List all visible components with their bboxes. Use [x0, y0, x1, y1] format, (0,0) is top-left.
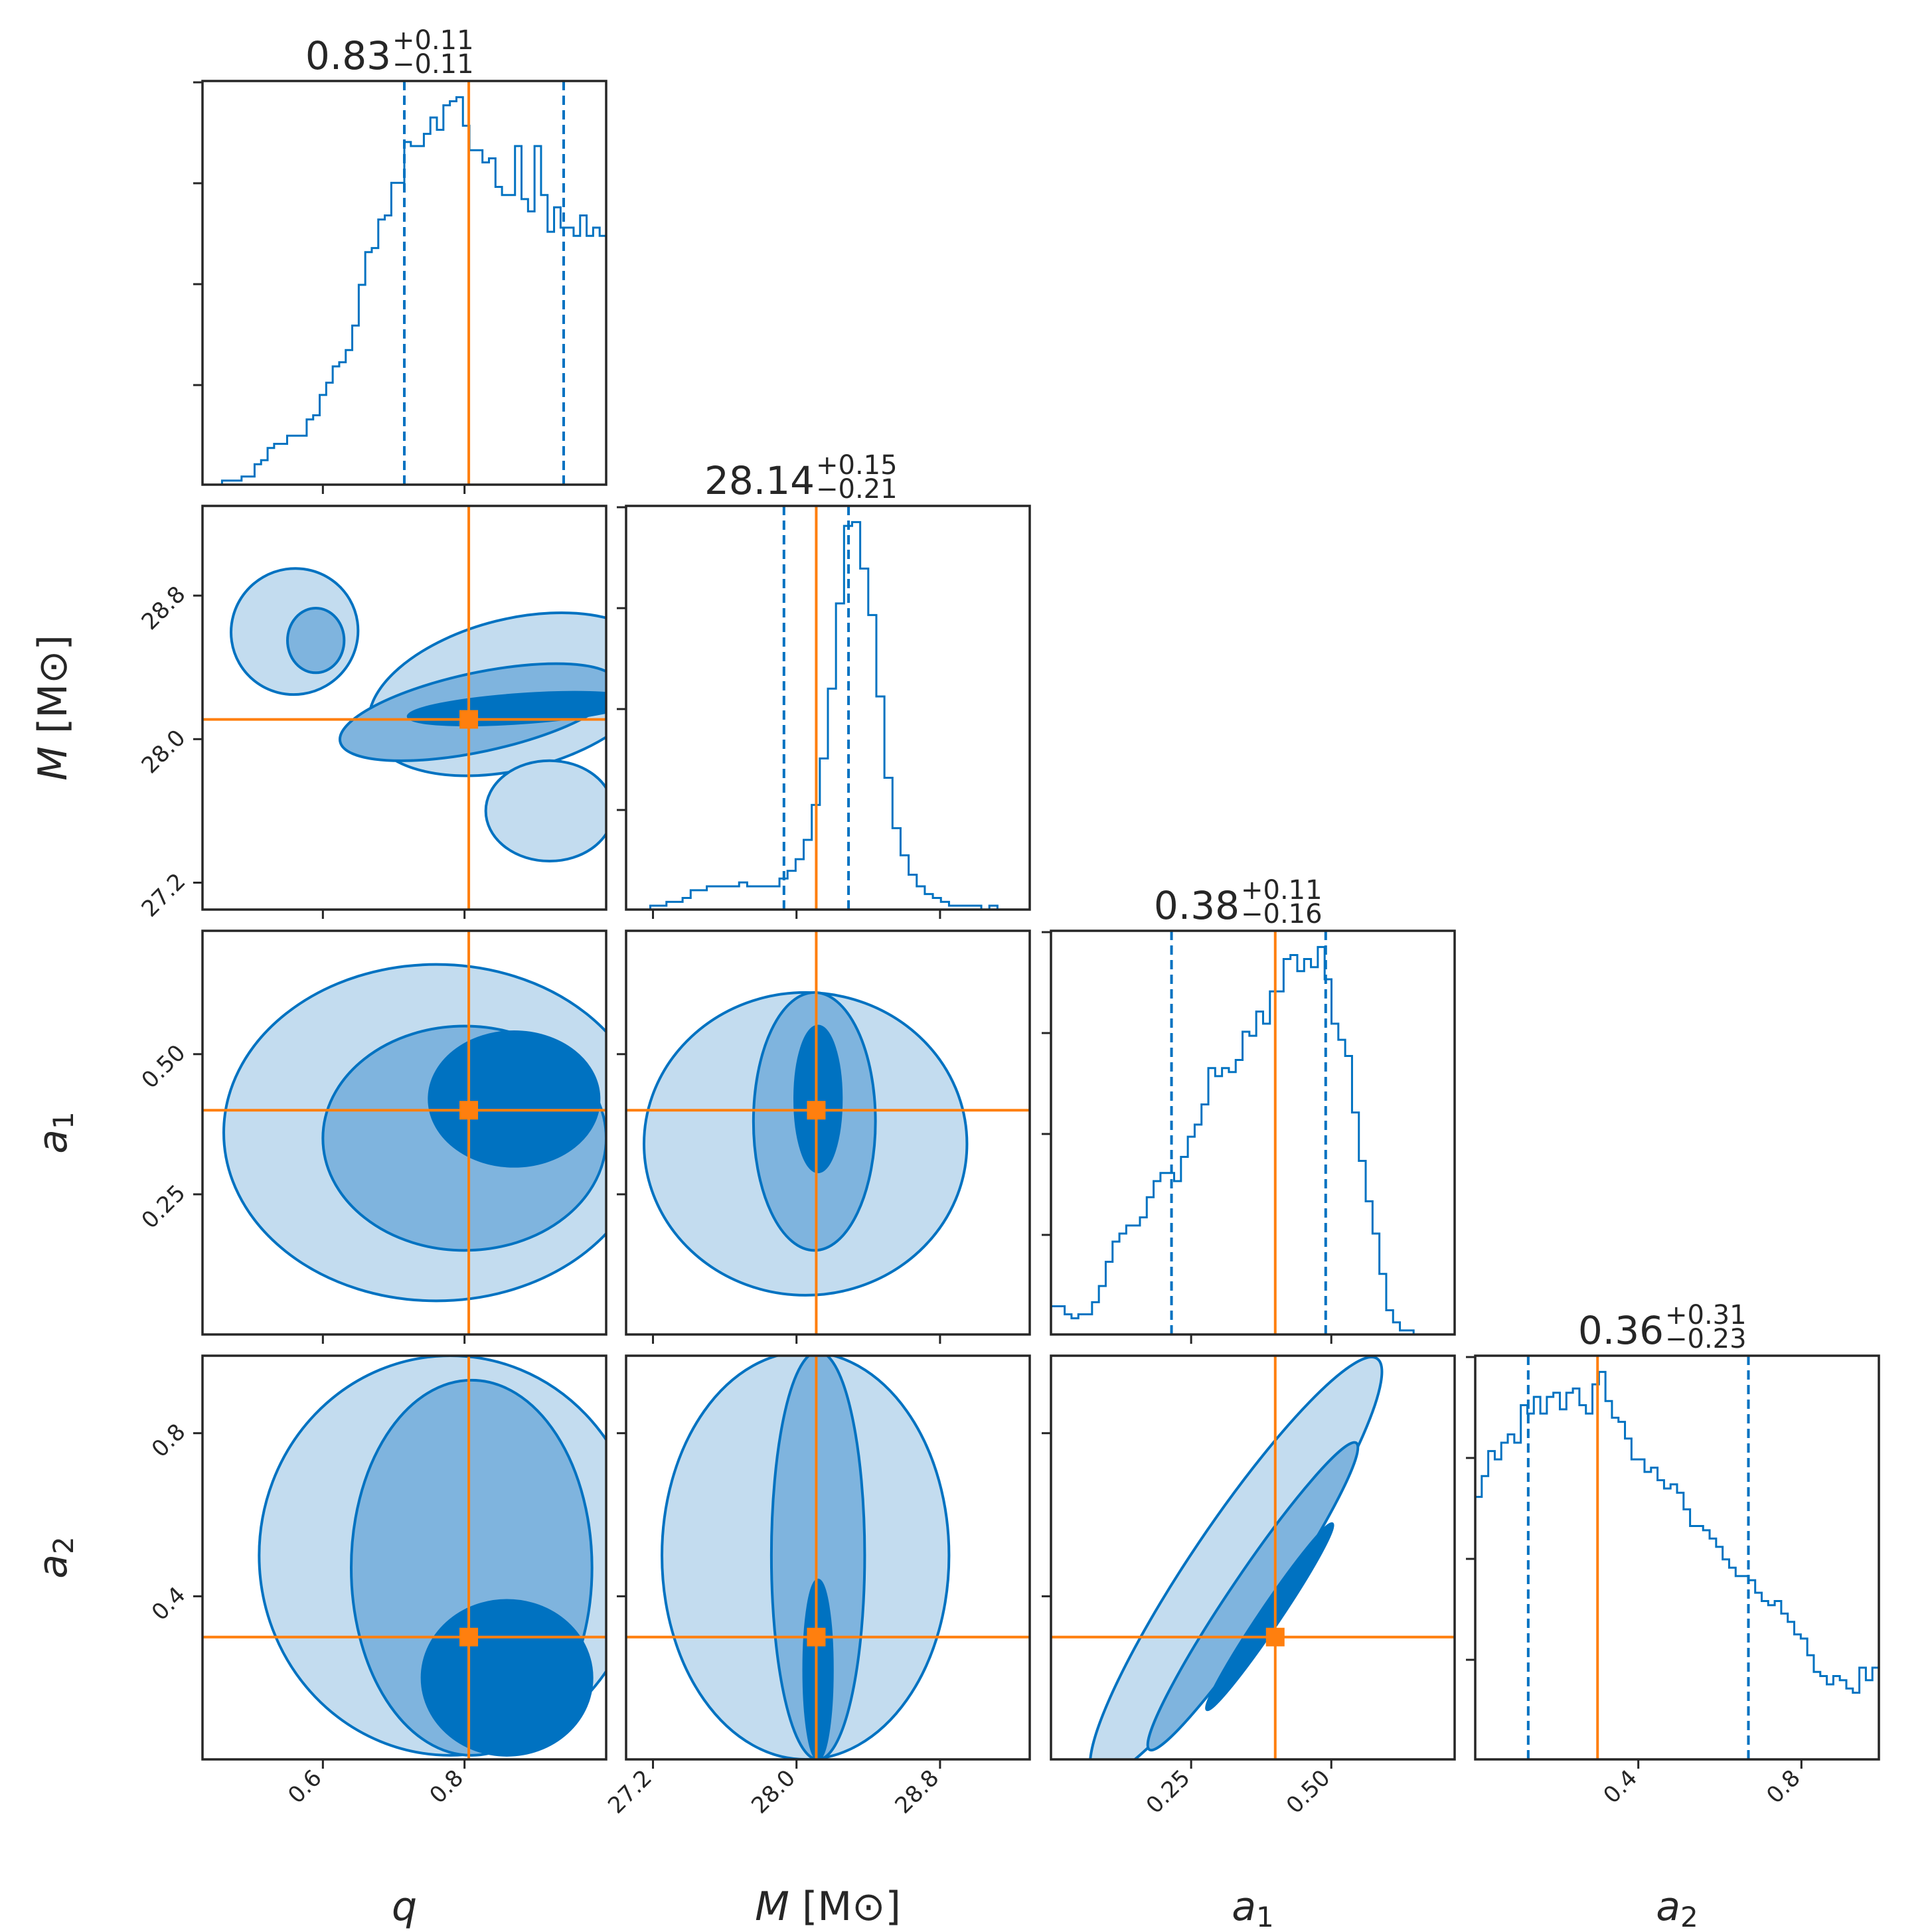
histogram-q: [202, 81, 606, 485]
x-axis-label-a2: a2: [1656, 1884, 1698, 1932]
y-axis-label-a1: a1: [30, 1111, 80, 1154]
title-median: 0.38: [1154, 883, 1240, 928]
axis-label-subscript: 2: [1680, 1901, 1698, 1932]
diag-title-a1: 0.38 +0.11−0.16: [1154, 875, 1323, 929]
axis-label-symbol: M: [755, 1884, 789, 1930]
truth-marker: [459, 1101, 479, 1120]
truth-marker: [1265, 1627, 1285, 1647]
y-tick-label: 0.50: [137, 1040, 191, 1094]
panel-frame-3-2: [1050, 1354, 1456, 1761]
axis-label-unit: [M⊙]: [30, 635, 76, 746]
axis-label-symbol: a: [1232, 1884, 1256, 1930]
axis-label-symbol: a: [30, 1129, 76, 1154]
hist2d-M-a2: [626, 1356, 1030, 1759]
title-minus: −0.16: [1241, 899, 1323, 929]
panel-frame-3-1: [625, 1354, 1031, 1761]
title-median: 28.14: [704, 458, 815, 503]
diag-title-q: 0.83 +0.11−0.11: [305, 25, 474, 80]
x-tick-label: 27.2: [603, 1765, 657, 1819]
title-median: 0.83: [305, 33, 391, 78]
title-plus: +0.15: [816, 450, 898, 481]
x-tick-label: 0.8: [425, 1765, 469, 1809]
y-axis-label-a2: a2: [30, 1536, 80, 1579]
contour-level-1: [484, 759, 606, 863]
y-tick-label: 0.4: [147, 1581, 191, 1626]
x-tick-label: 0.6: [283, 1765, 327, 1809]
axis-label-symbol: a: [30, 1554, 76, 1579]
histogram-a2: [1475, 1356, 1879, 1759]
contour-level-1: [1088, 1356, 1384, 1759]
panels-layer: 0.6 0.8 27.2 28.0 28.8 0.25 0.50 0.4 0.8 27.2 28.0…: [30, 25, 1880, 1932]
histogram-step: [1051, 945, 1455, 1334]
y-tick-label: 0.25: [137, 1180, 191, 1234]
title-plus: +0.11: [392, 25, 474, 56]
histogram-step: [626, 521, 1030, 910]
y-axis-label-M: M [M⊙]: [30, 635, 76, 781]
hist2d-q-M: [202, 506, 606, 910]
axis-label-symbol: a: [1656, 1884, 1680, 1930]
axis-label-subscript: 1: [1256, 1901, 1274, 1932]
contour-level-3: [1205, 1522, 1334, 1712]
truth-marker: [807, 1627, 826, 1647]
hist2d-q-a2: [202, 1356, 606, 1759]
x-axis-label-a1: a1: [1232, 1884, 1274, 1932]
panel-frame-2-2: [1050, 929, 1456, 1336]
contour-level-2: [286, 607, 346, 675]
panel-frame-2-1: [625, 929, 1031, 1336]
title-minus: −0.11: [392, 49, 474, 80]
contour-level-3: [802, 1578, 834, 1759]
panel-frame-1-1: [625, 505, 1031, 911]
axis-label-subscript: 2: [47, 1536, 80, 1554]
x-tick-label: 28.8: [890, 1765, 944, 1819]
panel-frame-3-0: [201, 1354, 607, 1761]
axis-label-symbol: q: [392, 1884, 417, 1930]
title-median: 0.36: [1578, 1308, 1664, 1353]
title-minus: −0.21: [816, 474, 898, 505]
truth-marker: [459, 710, 479, 729]
x-tick-label: 0.50: [1281, 1765, 1336, 1819]
truth-marker: [459, 1627, 479, 1647]
x-axis-label-M: M [M⊙]: [755, 1884, 901, 1930]
title-minus: −0.23: [1665, 1324, 1747, 1354]
x-tick-label: 0.4: [1598, 1765, 1643, 1809]
histogram-M: [626, 506, 1030, 910]
x-axis-label-q: q: [392, 1884, 417, 1930]
x-tick-label: 0.8: [1761, 1765, 1806, 1809]
axis-label-unit: [M⊙]: [789, 1884, 901, 1930]
axis-label-symbol: M: [30, 746, 76, 781]
y-tick-label: 27.2: [137, 868, 191, 923]
histogram-step: [202, 96, 606, 485]
diag-title-M: 28.14 +0.15−0.21: [704, 450, 898, 505]
y-tick-label: 28.0: [137, 724, 191, 779]
title-plus: +0.31: [1665, 1300, 1747, 1330]
x-tick-label: 0.25: [1141, 1765, 1196, 1819]
title-plus: +0.11: [1241, 875, 1323, 906]
panel-frame-1-0: [201, 505, 607, 911]
panel-frame-3-3: [1474, 1354, 1880, 1761]
panel-frame-2-0: [201, 929, 607, 1336]
contour-level-3: [793, 1024, 843, 1174]
hist2d-M-a1: [626, 931, 1030, 1334]
diag-title-a2: 0.36 +0.31−0.23: [1578, 1300, 1747, 1354]
y-tick-label: 28.8: [137, 581, 191, 635]
y-tick-label: 0.8: [147, 1419, 191, 1463]
contour-level-3: [428, 1030, 601, 1168]
contour-level-3: [420, 1599, 594, 1757]
histogram-step: [1475, 1370, 1879, 1759]
hist2d-a1-a2: [1051, 1356, 1455, 1759]
hist2d-q-a1: [202, 931, 606, 1334]
panel-frame-0-0: [201, 80, 607, 486]
truth-marker: [807, 1101, 826, 1120]
axis-label-subscript: 1: [47, 1111, 80, 1129]
x-tick-label: 28.0: [746, 1765, 801, 1819]
histogram-a1: [1051, 931, 1455, 1334]
